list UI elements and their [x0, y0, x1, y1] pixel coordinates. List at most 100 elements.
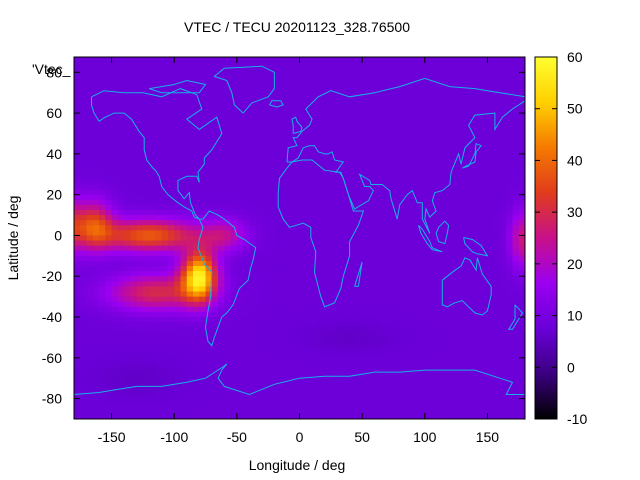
heatmap-cell [343, 128, 351, 135]
heatmap-cell [193, 113, 200, 119]
heatmap-cell [443, 174, 451, 180]
heatmap-cell [324, 179, 332, 186]
heatmap-cell [167, 209, 175, 216]
heatmap-cell [74, 164, 81, 170]
heatmap-cell [174, 87, 182, 94]
heatmap-cell [293, 148, 301, 155]
heatmap-cell [374, 388, 382, 395]
heatmap-cell [86, 128, 94, 135]
heatmap-cell [74, 179, 81, 186]
heatmap-cell [343, 266, 351, 272]
heatmap-cell [224, 286, 232, 293]
heatmap-cell [293, 158, 301, 165]
heatmap-cell [437, 240, 445, 247]
heatmap-cell [174, 158, 182, 165]
heatmap-cell [211, 301, 219, 308]
heatmap-cell [111, 179, 119, 186]
heatmap-cell [499, 72, 507, 78]
heatmap-cell [368, 306, 376, 313]
heatmap-cell [305, 357, 313, 364]
heatmap-cell [368, 281, 376, 288]
heatmap-cell [236, 128, 244, 135]
heatmap-cell [99, 301, 106, 308]
heatmap-cell [431, 67, 438, 73]
heatmap-cell [174, 204, 182, 211]
heatmap-cell [74, 123, 81, 129]
heatmap-cell [186, 383, 194, 390]
heatmap-cell [343, 97, 351, 104]
heatmap-cell [374, 148, 382, 155]
heatmap-cell [449, 92, 457, 99]
heatmap-cell [130, 352, 138, 359]
heatmap-cell [286, 368, 294, 374]
heatmap-cell [418, 123, 426, 129]
heatmap-cell [481, 347, 489, 354]
heatmap-cell [149, 169, 157, 175]
heatmap-cell [180, 306, 188, 313]
heatmap-cell [92, 148, 100, 155]
heatmap-cell [161, 250, 169, 257]
heatmap-cell [368, 57, 376, 63]
heatmap-cell [349, 347, 357, 354]
heatmap-cell [362, 301, 369, 308]
heatmap-cell [424, 286, 432, 293]
heatmap-cell [180, 128, 188, 135]
heatmap-cell [362, 220, 369, 226]
heatmap-cell [431, 347, 438, 354]
heatmap-cell [449, 250, 457, 257]
heatmap-cell [437, 169, 445, 175]
heatmap-cell [243, 388, 250, 395]
heatmap-cell [293, 225, 301, 231]
heatmap-cell [355, 82, 363, 89]
heatmap-cell [324, 57, 332, 63]
heatmap-cell [80, 209, 88, 216]
heatmap-cell [124, 189, 131, 196]
heatmap-cell [124, 240, 131, 247]
heatmap-cell [261, 87, 269, 94]
heatmap-cell [136, 220, 144, 226]
heatmap-cell [111, 291, 119, 298]
heatmap-cell [117, 169, 125, 175]
heatmap-cell [443, 291, 451, 298]
heatmap-cell [167, 215, 175, 221]
heatmap-cell [449, 138, 457, 145]
heatmap-cell [180, 87, 188, 94]
heatmap-cell [424, 250, 432, 257]
heatmap-cell [130, 133, 138, 140]
heatmap-cell [274, 179, 282, 186]
heatmap-cell [474, 148, 482, 155]
heatmap-cell [211, 107, 219, 114]
heatmap-cell [362, 123, 369, 129]
heatmap-cell [355, 266, 363, 272]
heatmap-cell [481, 82, 489, 89]
heatmap-cell [506, 215, 514, 221]
heatmap-cell [117, 123, 125, 129]
heatmap-cell [299, 373, 307, 379]
heatmap-cell [424, 113, 432, 119]
heatmap-cell [380, 281, 388, 288]
heatmap-cell [261, 266, 269, 272]
heatmap-cell [180, 281, 188, 288]
heatmap-cell [255, 240, 263, 247]
heatmap-cell [449, 357, 457, 364]
heatmap-cell [199, 266, 207, 272]
heatmap-cell [462, 245, 470, 252]
heatmap-cell [268, 337, 276, 344]
heatmap-cell [456, 403, 463, 410]
heatmap-cell [261, 332, 269, 339]
heatmap-cell [431, 276, 438, 282]
heatmap-cell [405, 383, 413, 390]
heatmap-cell [399, 398, 407, 405]
heatmap-cell [474, 174, 482, 180]
heatmap-cell [343, 189, 351, 196]
heatmap-cell [174, 128, 182, 135]
heatmap-cell [274, 204, 282, 211]
heatmap-cell [161, 408, 169, 415]
heatmap-cell [493, 337, 501, 344]
heatmap-cell [111, 347, 119, 354]
heatmap-cell [99, 235, 106, 242]
heatmap-cell [142, 230, 150, 237]
heatmap-cell [305, 164, 313, 170]
heatmap-cell [487, 102, 495, 109]
heatmap-cell [330, 225, 338, 231]
